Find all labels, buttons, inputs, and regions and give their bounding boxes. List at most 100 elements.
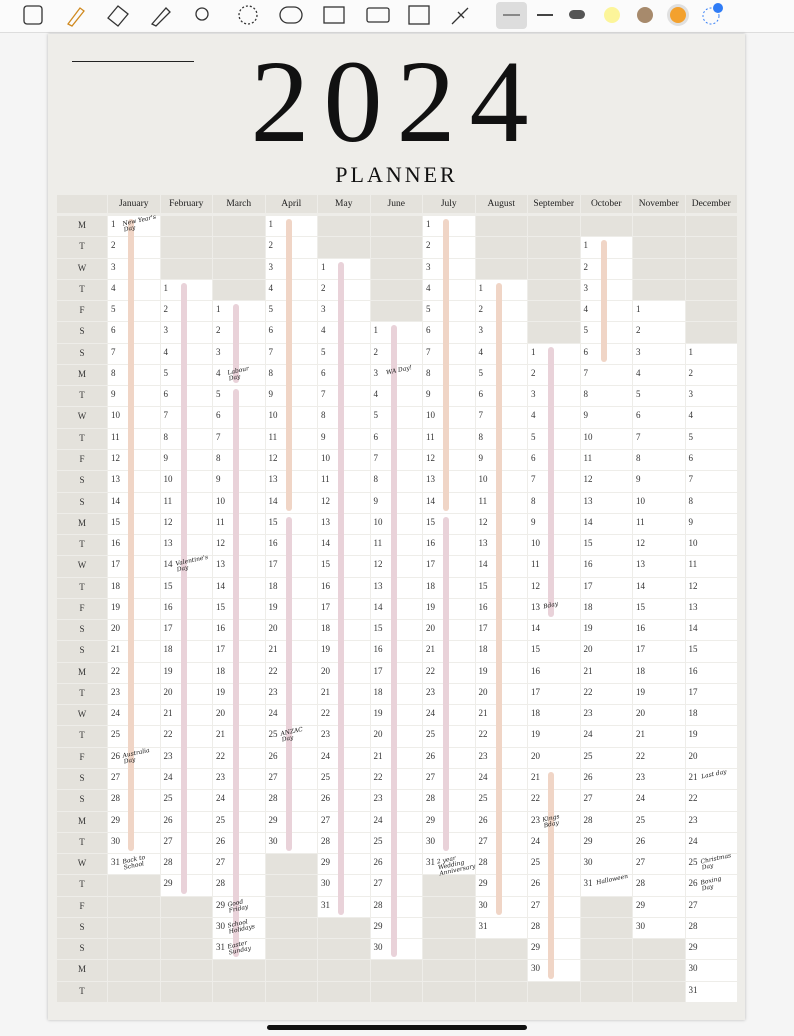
color-orange[interactable] — [670, 7, 686, 23]
day-cell: 3 — [633, 343, 685, 364]
weekday: S — [57, 641, 107, 662]
lasso-tool[interactable] — [238, 5, 258, 25]
weekday: W — [57, 854, 107, 875]
weekday: S — [57, 471, 107, 492]
day-cell: 17 — [528, 683, 580, 705]
pen-tool[interactable] — [67, 7, 85, 27]
empty-cell — [580, 960, 632, 981]
empty-cell — [370, 216, 422, 237]
weekday: T — [57, 726, 107, 747]
day-cell: 18 — [580, 598, 632, 620]
day-cell: 19 — [633, 683, 685, 705]
eraser-tool[interactable] — [107, 5, 129, 27]
range-bar — [233, 389, 239, 958]
color-brown[interactable] — [637, 7, 653, 23]
empty-cell — [580, 896, 632, 917]
day-cell: 9 — [633, 471, 685, 492]
weekday: T — [57, 832, 107, 854]
empty-cell — [633, 960, 685, 981]
empty-cell — [370, 237, 422, 258]
sticker-tool[interactable] — [279, 6, 303, 24]
empty-cell — [370, 981, 422, 1002]
weekday: M — [57, 960, 107, 981]
stroke-thick[interactable] — [569, 10, 585, 19]
empty-cell — [528, 216, 580, 237]
day-cell: 11 — [580, 449, 632, 471]
range-bar — [338, 261, 344, 915]
day-cell: 31 — [475, 917, 527, 939]
empty-cell — [160, 981, 212, 1002]
zoom-tool[interactable] — [23, 5, 43, 25]
range-bar — [548, 772, 554, 979]
highlighter-tool[interactable] — [150, 7, 171, 27]
day-cell: 30 — [580, 854, 632, 875]
day-cell: 11 — [633, 513, 685, 535]
day-cell: 18 — [528, 705, 580, 726]
day-cell: 1 — [633, 301, 685, 322]
day-cell: 9 — [580, 407, 632, 428]
empty-cell — [370, 301, 422, 322]
day-cell: 24 — [685, 832, 737, 854]
weekday: W — [57, 258, 107, 279]
day-cell: 2 — [633, 322, 685, 343]
empty-cell — [160, 216, 212, 237]
day-cell: 16 — [685, 662, 737, 683]
empty-cell — [318, 917, 370, 939]
range-bar — [128, 219, 134, 852]
empty-cell — [528, 279, 580, 301]
day-cell: 27 — [685, 896, 737, 917]
range-bar — [233, 304, 239, 384]
day-cell: 25 — [580, 747, 632, 769]
day-cell: 26 — [685, 875, 737, 896]
empty-cell — [265, 960, 317, 981]
empty-cell — [108, 960, 160, 981]
empty-cell — [528, 301, 580, 322]
keyboard-tool[interactable] — [366, 7, 390, 23]
weekday: M — [57, 364, 107, 386]
empty-cell — [423, 917, 475, 939]
empty-cell — [580, 939, 632, 960]
day-cell: 15 — [528, 641, 580, 662]
day-cell: 19 — [528, 726, 580, 747]
day-cell: 21 — [580, 662, 632, 683]
shape-tool[interactable] — [195, 7, 209, 21]
day-cell: 15 — [685, 641, 737, 662]
image-tool[interactable] — [323, 6, 345, 24]
day-cell: 7 — [633, 428, 685, 449]
day-cell: 22 — [685, 790, 737, 811]
day-cell: 25 — [633, 811, 685, 832]
empty-cell — [685, 279, 737, 301]
color-yellow[interactable] — [604, 7, 620, 23]
range-bar — [180, 282, 187, 894]
text-tool[interactable] — [408, 5, 430, 25]
empty-cell — [265, 875, 317, 896]
laser-tool[interactable] — [451, 7, 469, 25]
day-cell: 19 — [580, 620, 632, 641]
header-corner — [57, 195, 107, 213]
month-header: May — [318, 195, 370, 213]
subtitle: PLANNER — [335, 162, 458, 187]
day-cell: 23 — [633, 769, 685, 790]
day-cell: 12 — [633, 535, 685, 556]
empty-cell — [475, 939, 527, 960]
empty-cell — [633, 279, 685, 301]
empty-cell — [160, 237, 212, 258]
day-cell: 10 — [633, 492, 685, 513]
empty-cell — [475, 237, 527, 258]
day-cell: 17 — [685, 683, 737, 705]
day-cell: 31 — [580, 875, 632, 896]
toolbar — [0, 0, 794, 33]
day-cell: 24 — [580, 726, 632, 747]
empty-cell — [108, 917, 160, 939]
range-bar — [390, 325, 397, 958]
add-color[interactable] — [702, 7, 720, 25]
weekday: F — [57, 449, 107, 471]
month-header: March — [213, 195, 265, 213]
empty-cell — [475, 960, 527, 981]
day-cell: 9 — [685, 513, 737, 535]
month-header: July — [423, 195, 475, 213]
month-header: February — [160, 195, 212, 213]
empty-cell — [160, 939, 212, 960]
empty-cell — [685, 322, 737, 343]
day-cell: 16 — [528, 662, 580, 683]
